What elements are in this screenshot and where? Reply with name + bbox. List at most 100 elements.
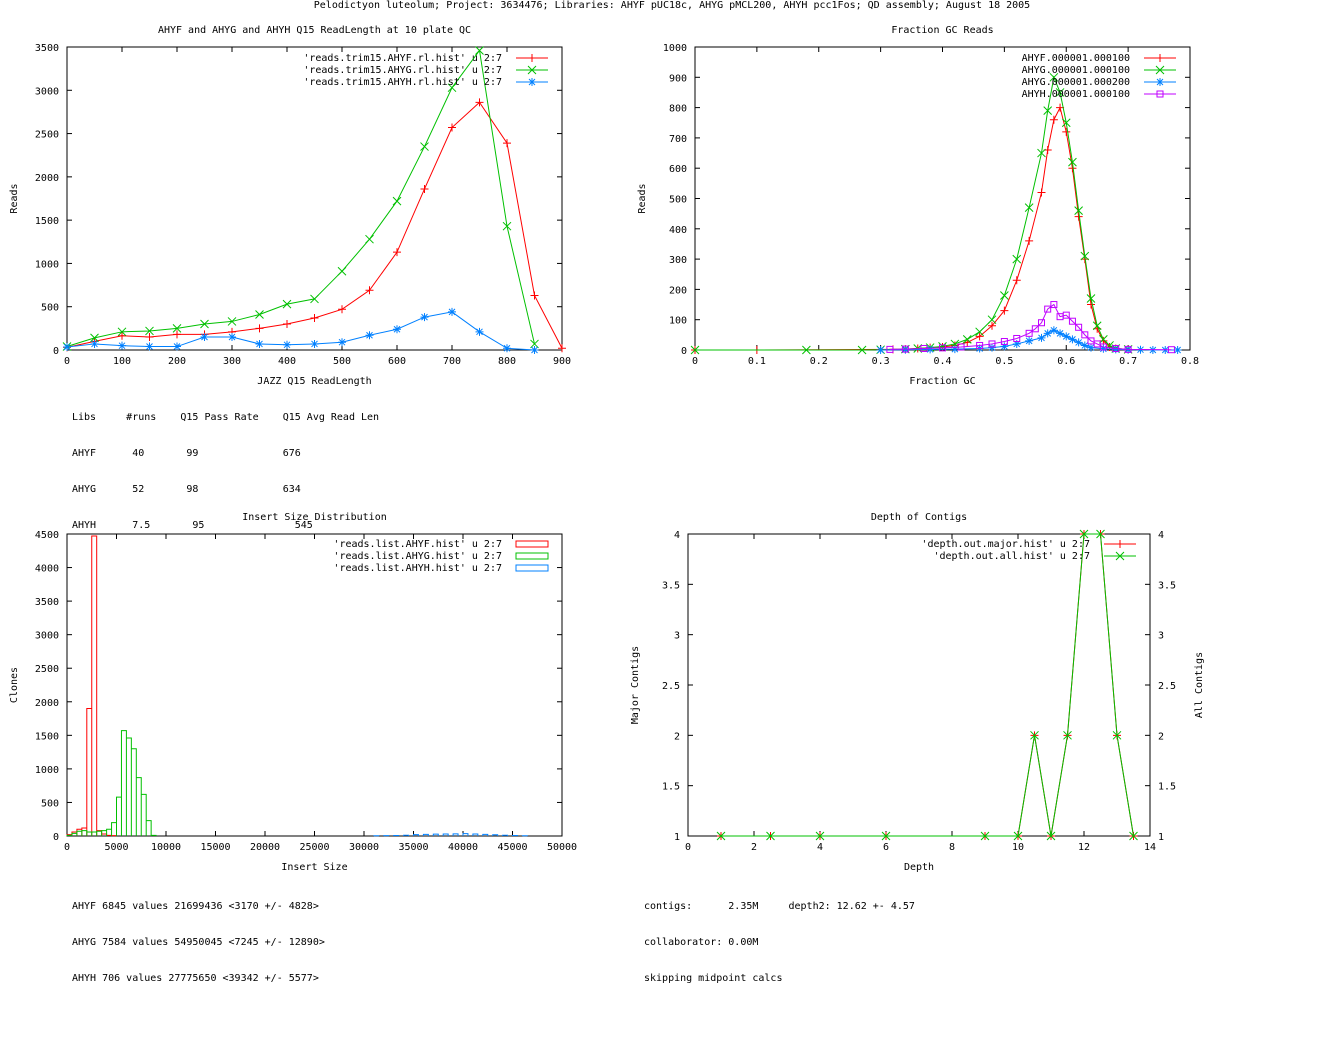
insert-size-stats: AHYF 6845 values 21699436 <3170 +/- 4828… (72, 877, 325, 997)
data-point (1112, 730, 1122, 740)
data-point (172, 324, 182, 333)
readlength-stats-row: AHYH 7.5 95 545 (72, 520, 313, 531)
x-tick-label: 200 (168, 356, 186, 367)
data-point (338, 338, 346, 347)
data-point (117, 327, 127, 337)
data-point (420, 142, 429, 151)
data-point (310, 339, 319, 348)
depth-stats: contigs: 2.35M depth2: 12.62 +- 4.57 col… (644, 877, 915, 997)
readlength-stats-row: AHYG 52 98 634 (72, 484, 301, 495)
x-axis-label: JAZZ Q15 ReadLength (257, 376, 371, 387)
data-point (975, 327, 984, 337)
x-tick-label: 700 (443, 356, 461, 367)
x-tick-label: 100 (113, 356, 131, 367)
x-tick-label: 14 (1144, 842, 1156, 853)
data-point (1096, 529, 1105, 539)
data-point (448, 307, 456, 316)
data-point (393, 325, 401, 334)
data-point (365, 234, 374, 244)
legend-label: 'reads.trim15.AHYG.rl.hist' u 2:7 (303, 65, 502, 76)
data-point (1087, 343, 1095, 352)
legend-swatch (515, 540, 549, 548)
x-tick-label: 800 (498, 356, 516, 367)
data-point (1049, 115, 1058, 124)
data-point (90, 339, 99, 348)
y2-tick-label: 3.5 (1158, 580, 1176, 591)
data-point (1092, 321, 1102, 331)
data-point (503, 139, 511, 148)
x-tick-label: 0 (685, 842, 691, 853)
chart-title: Insert Size Distribution (242, 512, 387, 523)
data-point (1062, 127, 1071, 136)
insert-stats-row: AHYH 706 values 27775650 <39342 +/- 5577… (72, 973, 319, 984)
data-point (1087, 300, 1095, 309)
data-point (1050, 301, 1058, 309)
y-tick-label: 2000 (35, 698, 59, 709)
y-tick-label: 4500 (35, 530, 59, 541)
legend-marker (1156, 78, 1164, 86)
data-point (1081, 331, 1089, 339)
data-point (1129, 831, 1138, 841)
data-point (1043, 106, 1053, 115)
data-point (881, 831, 891, 841)
data-point (975, 332, 984, 341)
y2-tick-label: 1 (1158, 832, 1164, 843)
y-tick-label: 3500 (35, 43, 59, 54)
x-tick-label: 50000 (547, 842, 577, 853)
data-point (1173, 346, 1182, 354)
data-point (1080, 341, 1089, 350)
legend-label: 'reads.list.AHYF.hist' u 2:7 (333, 539, 502, 550)
y-tick-label: 1 (674, 832, 680, 843)
series-line (66, 49, 535, 348)
x-tick-label: 0.1 (748, 356, 766, 367)
data-point (950, 345, 959, 354)
data-point (1111, 345, 1120, 354)
series-line (66, 101, 563, 349)
y-tick-label: 200 (669, 285, 687, 296)
x-tick-label: 500 (333, 356, 351, 367)
legend-label: 'reads.list.AHYH.hist' u 2:7 (333, 563, 502, 574)
x-tick-label: 40000 (448, 842, 478, 853)
legend-swatch (515, 552, 549, 560)
x-tick-label: 25000 (299, 842, 329, 853)
data-point (802, 345, 811, 355)
data-point (393, 248, 401, 257)
y-tick-label: 3.5 (662, 580, 680, 591)
data-point (1037, 188, 1046, 197)
data-point (502, 221, 512, 231)
x-tick-label: 0 (64, 356, 70, 367)
y-tick-label: 3000 (35, 631, 59, 642)
data-point (901, 345, 909, 353)
x-tick-label: 15000 (200, 842, 230, 853)
data-point (338, 305, 346, 314)
data-point (1000, 342, 1009, 351)
depth-stats-row: contigs: 2.35M depth2: 12.62 +- 4.57 (644, 901, 915, 912)
data-point (365, 286, 374, 295)
data-point (365, 331, 374, 340)
data-point (1099, 343, 1107, 351)
y2-axis-label: All Contigs (1194, 652, 1205, 718)
x-tick-label: 8 (949, 842, 955, 853)
y-axis-label: Reads (9, 183, 20, 213)
data-point (1099, 344, 1108, 353)
x-tick-label: 10000 (151, 842, 181, 853)
data-point (310, 313, 319, 322)
data-point (1037, 148, 1046, 158)
y-tick-label: 1000 (35, 765, 59, 776)
x-tick-label: 300 (223, 356, 241, 367)
x-tick-label: 10 (1012, 842, 1024, 853)
y-tick-label: 1500 (35, 731, 59, 742)
data-point (118, 331, 126, 340)
data-point (920, 344, 928, 352)
data-point (1086, 294, 1096, 303)
data-point (530, 339, 539, 349)
data-point (530, 291, 539, 300)
y-tick-label: 2500 (35, 130, 59, 141)
y-tick-label: 2000 (35, 173, 59, 184)
data-point (1062, 332, 1071, 341)
data-point (988, 340, 996, 348)
data-point (228, 333, 236, 342)
data-point (1049, 326, 1058, 335)
y-tick-label: 1000 (35, 259, 59, 270)
